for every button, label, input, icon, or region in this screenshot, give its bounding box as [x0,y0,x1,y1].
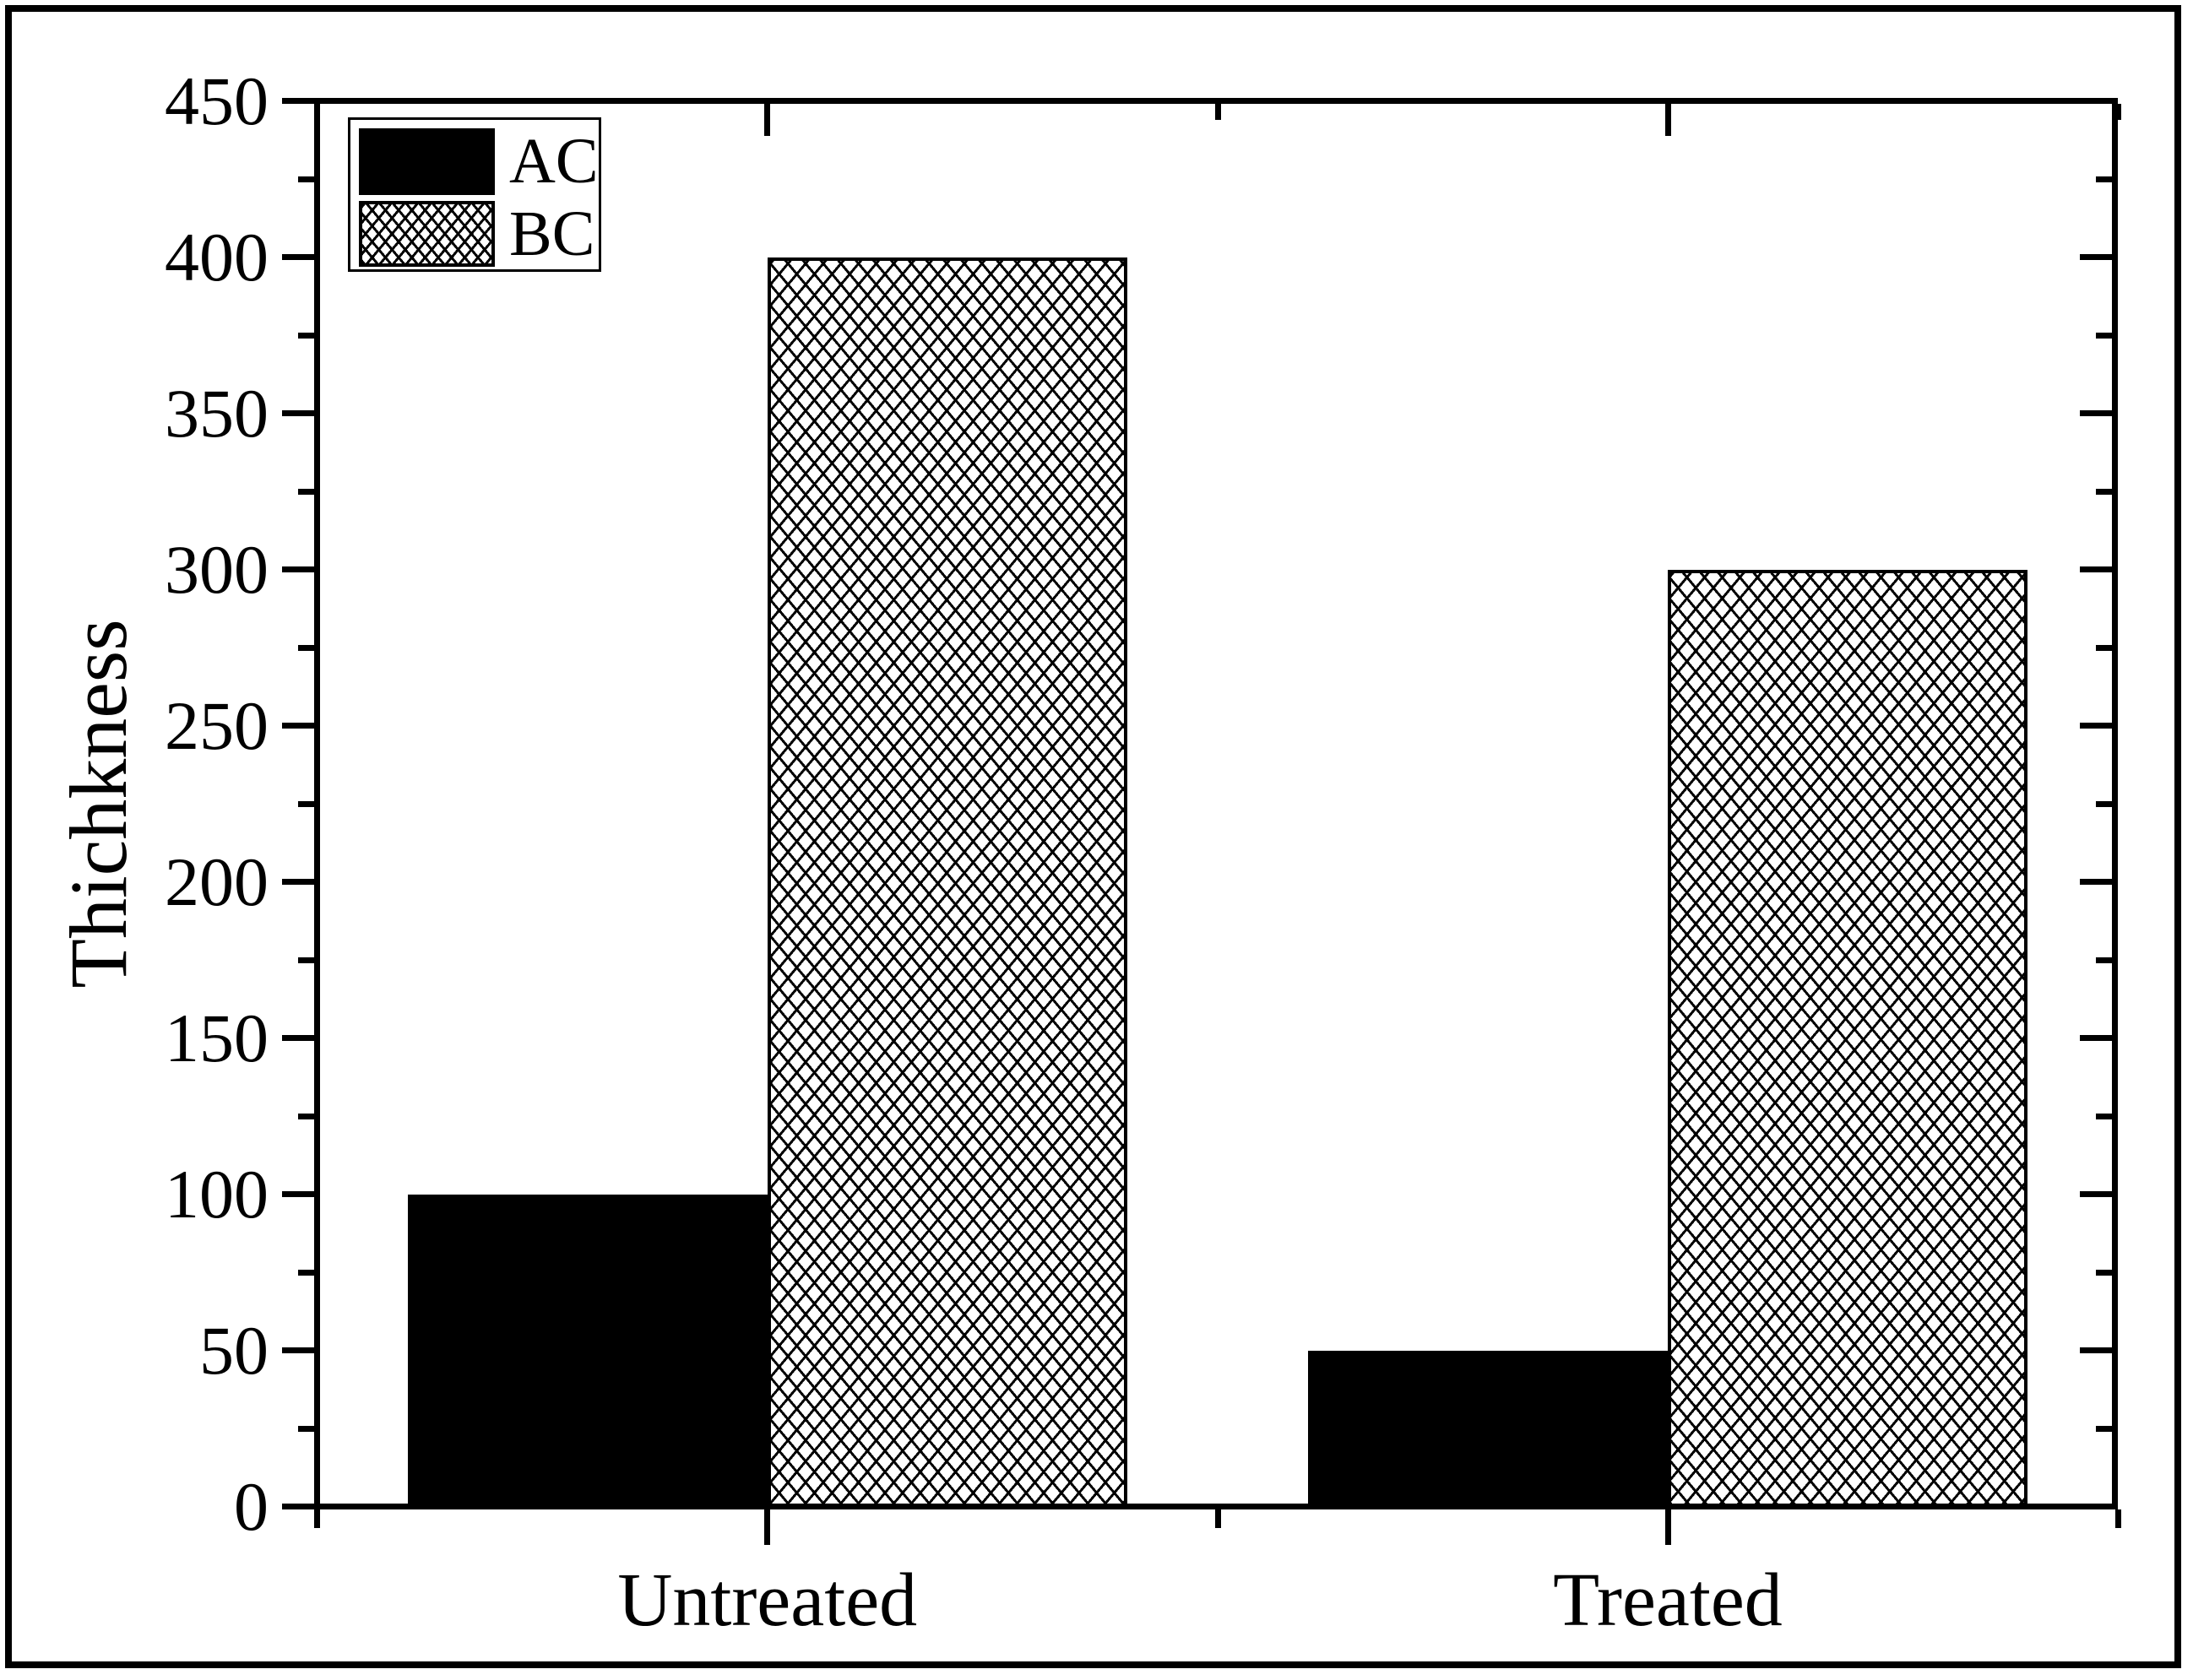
y-minor-tick-left-175 [298,957,314,963]
legend-label-ac: AC [509,126,599,197]
y-major-tick-right-50 [2080,1347,2112,1353]
legend-swatch-bc [359,201,495,267]
legend-swatch-ac [359,128,495,195]
y-minor-tick-left-25 [298,1425,314,1432]
y-major-tick-left-250 [282,723,314,729]
y-minor-tick-left-325 [298,488,314,495]
x-major-tick-bottom-treated [1664,1509,1671,1545]
y-major-tick-right-0 [2080,1504,2112,1509]
y-major-tick-left-350 [282,410,314,416]
y-major-tick-right-150 [2080,1035,2112,1041]
plot-area [314,98,2118,1509]
y-minor-tick-right-375 [2096,332,2112,339]
y-major-tick-left-400 [282,254,314,260]
y-minor-tick-left-125 [298,1113,314,1119]
bar-bc-untreated [767,257,1127,1509]
y-tick-label-250: 250 [165,686,269,764]
y-tick-label-50: 50 [199,1311,269,1389]
y-tick-label-0: 0 [234,1467,269,1545]
y-major-tick-right-400 [2080,254,2112,260]
y-minor-tick-right-75 [2096,1269,2112,1276]
bar-ac-untreated [407,1194,768,1509]
x-major-tick-top-untreated [764,104,771,136]
y-minor-tick-left-275 [298,644,314,651]
y-minor-tick-right-275 [2096,644,2112,651]
x-minor-tick-bottom-0 [314,1509,320,1528]
y-major-tick-right-300 [2080,566,2112,572]
y-major-tick-right-350 [2080,410,2112,416]
y-tick-label-150: 150 [165,999,269,1076]
x-minor-tick-bottom-2 [2114,1509,2121,1528]
x-tick-label-treated: Treated [1553,1558,1783,1642]
y-major-tick-right-100 [2080,1191,2112,1197]
bar-ac-treated [1308,1350,1668,1509]
x-minor-tick-top-2 [2114,104,2121,120]
x-minor-tick-bottom-1 [1214,1509,1221,1528]
y-major-tick-left-150 [282,1035,314,1041]
legend-label-bc: BC [509,198,595,269]
y-minor-tick-right-175 [2096,957,2112,963]
y-major-tick-left-0 [282,1504,314,1509]
y-major-tick-left-450 [282,98,314,104]
y-major-tick-left-50 [282,1347,314,1353]
x-minor-tick-top-0 [314,104,320,120]
y-minor-tick-right-25 [2096,1425,2112,1432]
figure-border [5,5,2181,1668]
y-minor-tick-left-375 [298,332,314,339]
y-minor-tick-right-225 [2096,800,2112,807]
y-tick-label-450: 450 [165,62,269,139]
y-tick-label-350: 350 [165,374,269,452]
y-minor-tick-left-425 [298,176,314,182]
bar-bc-treated [1668,569,2027,1509]
y-major-tick-left-300 [282,566,314,572]
y-major-tick-right-200 [2080,879,2112,885]
y-minor-tick-left-225 [298,800,314,807]
y-axis-title: Thichkness [53,619,144,989]
y-major-tick-right-450 [2080,98,2112,104]
y-major-tick-right-250 [2080,723,2112,729]
y-minor-tick-right-325 [2096,488,2112,495]
y-tick-label-400: 400 [165,218,269,295]
y-tick-label-200: 200 [165,843,269,920]
y-major-tick-left-100 [282,1191,314,1197]
x-tick-label-untreated: Untreated [617,1558,918,1642]
y-minor-tick-left-75 [298,1269,314,1276]
x-major-tick-top-treated [1664,104,1671,136]
y-tick-label-300: 300 [165,530,269,608]
y-tick-label-100: 100 [165,1155,269,1233]
x-minor-tick-top-1 [1214,104,1221,120]
legend-box: AC BC [348,117,601,272]
y-minor-tick-right-425 [2096,176,2112,182]
x-major-tick-bottom-untreated [764,1509,771,1545]
y-major-tick-left-200 [282,879,314,885]
y-minor-tick-right-125 [2096,1113,2112,1119]
